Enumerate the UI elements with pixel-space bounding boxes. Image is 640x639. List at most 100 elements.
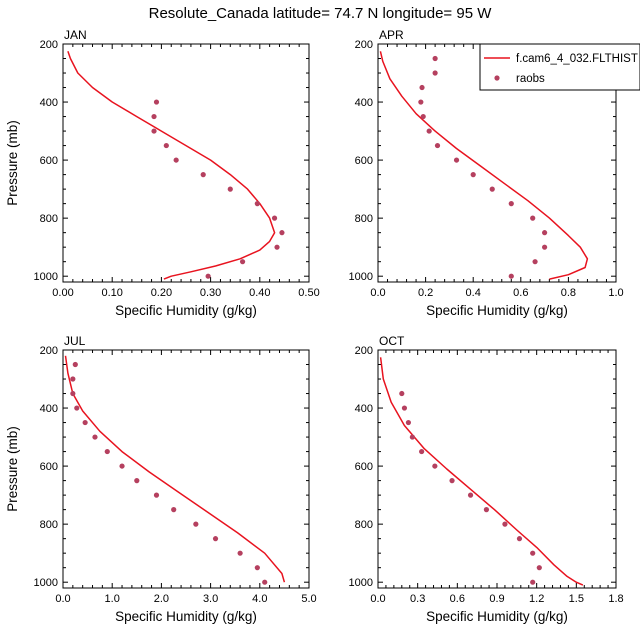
obs-point <box>453 157 460 163</box>
obs-point <box>173 157 179 163</box>
y-tick-label: 400 <box>355 403 373 415</box>
obs-point <box>530 215 536 221</box>
x-tick-label: 0.50 <box>298 287 319 299</box>
obs-point <box>449 478 455 484</box>
y-tick-label: 200 <box>355 345 373 357</box>
y-axis-label: Pressure (mb) <box>5 120 20 206</box>
y-tick-label: 1000 <box>34 577 58 589</box>
obs-point <box>542 230 548 236</box>
obs-point <box>432 70 438 76</box>
y-tick-label: 600 <box>40 155 58 167</box>
x-tick-label: 0.00 <box>52 287 73 299</box>
x-tick-label: 0.6 <box>450 593 465 605</box>
obs-point <box>134 478 140 484</box>
x-tick-label: 0.0 <box>55 593 70 605</box>
model-profile-line <box>379 357 584 586</box>
obs-point <box>419 448 425 455</box>
figure-title: Resolute_Canada latitude= 74.7 N longitu… <box>149 5 493 22</box>
panel-title: JUL <box>64 334 86 348</box>
obs-point <box>542 244 548 250</box>
obs-point <box>205 273 211 279</box>
x-axis-label: Specific Humidity (g/kg) <box>115 303 257 318</box>
x-axis-label: Specific Humidity (g/kg) <box>115 609 257 624</box>
plot-frame <box>62 43 310 283</box>
legend-obs-label: raobs <box>516 73 545 85</box>
obs-point <box>516 536 523 542</box>
y-tick-label: 400 <box>355 97 373 109</box>
y-tick-label: 400 <box>40 403 58 415</box>
obs-point <box>508 273 514 279</box>
obs-point <box>418 99 424 105</box>
x-tick-label: 1.2 <box>529 593 544 605</box>
panel-apr: APR 0.0 0.2 0.4 0.6 0.8 1.0 200 400 600 800 1000 Spe… <box>349 28 640 318</box>
data-layer <box>67 51 285 280</box>
x-tick-label: 0.4 <box>466 287 481 299</box>
obs-point <box>271 215 278 221</box>
obs-point <box>70 376 76 382</box>
x-axis-label: Specific Humidity (g/kg) <box>426 303 568 318</box>
x-tick-label: 1.5 <box>569 593 584 605</box>
obs-point <box>171 507 177 513</box>
legend-box <box>479 43 640 91</box>
model-profile-line <box>64 355 286 583</box>
y-tick-label: 600 <box>40 461 58 473</box>
legend-model-label: f.cam6_4_032.FLTHIST <box>516 53 638 65</box>
x-tick-label: 0.3 <box>410 593 425 605</box>
obs-point <box>239 259 246 265</box>
obs-point <box>405 419 412 426</box>
x-tick-label: 0.8 <box>561 287 576 299</box>
x-tick-label: 3.0 <box>203 593 218 605</box>
obs-point <box>200 172 206 178</box>
panel-title: APR <box>379 28 404 42</box>
y-tick-label: 600 <box>355 155 373 167</box>
obs-point <box>92 434 98 440</box>
x-tick-label: 0.0 <box>370 287 385 299</box>
obs-point <box>502 521 508 527</box>
obs-point <box>470 172 476 178</box>
y-tick-label: 800 <box>355 213 373 225</box>
panel-jan: JAN 0.00 0.10 0.20 0.30 0.40 0.50 200 400 600 800 1… <box>5 28 320 318</box>
obs-point <box>153 99 160 105</box>
obs-point <box>426 128 432 134</box>
y-tick-label: 800 <box>40 519 58 531</box>
y-axis-label: Pressure (mb) <box>5 426 20 512</box>
obs-point <box>483 507 490 513</box>
obs-point <box>530 579 536 585</box>
y-tick-label: 200 <box>355 39 373 51</box>
x-tick-label: 0.2 <box>418 287 433 299</box>
obs-point <box>432 463 438 469</box>
x-tick-label: 0.6 <box>513 287 528 299</box>
obs-point <box>119 463 125 469</box>
panel-oct: OCT 0.0 0.3 0.6 0.9 1.2 1.5 1.8 200 400 600 800 1000… <box>349 334 624 624</box>
obs-point <box>227 186 233 192</box>
x-tick-label: 4.0 <box>252 593 267 605</box>
x-tick-label: 0.20 <box>151 287 172 299</box>
obs-point <box>489 186 495 192</box>
obs-point <box>274 244 280 250</box>
obs-point <box>151 113 157 120</box>
obs-point <box>401 405 408 411</box>
panel-jul: JUL 0.0 1.0 2.0 3.0 4.0 5.0 200 400 600 800 1000 Spe… <box>5 334 317 624</box>
panels: JAN 0.00 0.10 0.20 0.30 0.40 0.50 200 400 600 800 1… <box>5 28 640 624</box>
y-tick-label: 1000 <box>34 271 58 283</box>
x-tick-label: 1.0 <box>105 593 120 605</box>
x-tick-label: 2.0 <box>154 593 169 605</box>
x-tick-label: 0.40 <box>249 287 270 299</box>
y-tick-label: 600 <box>355 461 373 473</box>
obs-point <box>254 201 260 207</box>
obs-point <box>532 259 538 265</box>
obs-point <box>193 521 199 527</box>
x-tick-label: 5.0 <box>301 593 316 605</box>
obs-point <box>419 84 425 91</box>
y-tick-label: 400 <box>40 97 58 109</box>
obs-point <box>536 565 542 571</box>
plot-frame <box>377 349 617 589</box>
obs-point <box>151 128 157 134</box>
obs-point <box>432 55 438 62</box>
obs-point <box>212 536 219 542</box>
obs-point <box>399 390 405 397</box>
x-tick-label: 0.9 <box>489 593 504 605</box>
x-tick-label: 1.0 <box>608 287 623 299</box>
data-layer <box>64 355 286 585</box>
